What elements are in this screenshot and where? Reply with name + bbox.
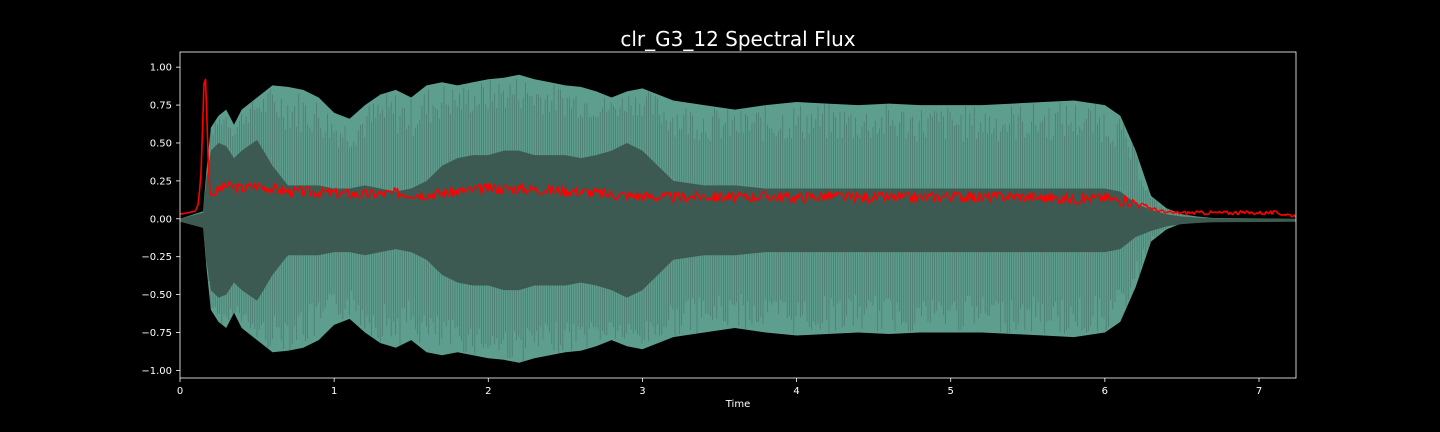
x-tick-label: 3: [639, 386, 645, 397]
y-tick-label: 1.00: [150, 63, 172, 74]
y-tick-label: −0.75: [141, 328, 172, 339]
y-tick-label: −1.00: [141, 366, 172, 377]
waveform-inner-region: [180, 139, 1296, 301]
waveform-layer: [180, 74, 1296, 363]
chart-title: clr_G3_12 Spectral Flux: [620, 27, 855, 51]
x-tick-label: 7: [1256, 386, 1262, 397]
y-tick-label: −0.25: [141, 252, 172, 263]
x-axis: 0 1 2 3 4 5 6 7: [177, 378, 1262, 397]
x-tick-label: 5: [948, 386, 954, 397]
y-tick-label: 0.50: [150, 138, 172, 149]
x-axis-label: Time: [725, 399, 750, 410]
x-tick-label: 0: [177, 386, 183, 397]
spectral-flux-line: [180, 78, 1296, 218]
axes-frame: [179, 51, 1297, 379]
y-tick-label: 0.75: [150, 101, 172, 112]
x-tick-label: 6: [1102, 386, 1108, 397]
y-tick-label: 0.00: [150, 214, 172, 225]
y-tick-label: −0.50: [141, 290, 172, 301]
y-axis: 1.00 0.75 0.50 0.25 0.00 −0.25 −0.50 −0.75 −1.00: [141, 63, 180, 377]
waveform-texture: [186, 79, 1204, 361]
y-tick-label: 0.25: [150, 176, 172, 187]
x-tick-label: 2: [485, 386, 491, 397]
x-tick-label: 1: [331, 386, 337, 397]
x-tick-label: 4: [793, 386, 799, 397]
flux-layer: [180, 78, 1296, 218]
